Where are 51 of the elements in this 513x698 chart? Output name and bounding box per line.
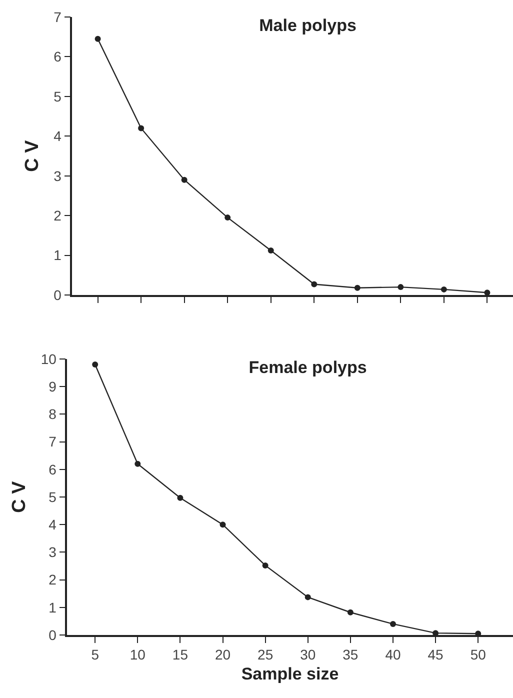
- chart-title: Female polyps: [248, 358, 367, 377]
- y-tick-label: 6: [48, 461, 57, 478]
- y-tick-label: 10: [40, 350, 57, 367]
- x-tick-label: 50: [470, 646, 486, 663]
- y-tick-label: 1: [48, 599, 57, 616]
- x-tick-label: 40: [385, 646, 401, 663]
- point: [138, 125, 144, 132]
- x-tick-label: 10: [130, 646, 146, 663]
- point: [354, 284, 360, 291]
- y-axis-title: C V: [9, 480, 30, 513]
- y-tick-label: 3: [54, 168, 62, 184]
- y-tick-label: 7: [48, 434, 57, 450]
- y-tick-label: 0: [48, 626, 57, 643]
- y-tick-label: 6: [54, 48, 62, 65]
- point: [311, 281, 318, 288]
- point: [224, 214, 231, 221]
- point: [398, 284, 404, 290]
- point: [268, 248, 274, 254]
- y-tick-label: 5: [48, 488, 57, 505]
- x-tick-label: 45: [428, 646, 444, 663]
- y-tick-label: 4: [48, 516, 57, 532]
- point: [347, 609, 354, 616]
- x-tick-label: 15: [172, 646, 188, 663]
- y-tick-label: 8: [48, 406, 57, 422]
- x-axis-title: Sample size: [241, 664, 339, 684]
- y-tick-label: 1: [54, 247, 62, 264]
- point: [304, 594, 311, 600]
- point: [134, 460, 141, 467]
- point: [177, 494, 184, 501]
- y-tick-label: 9: [48, 378, 57, 394]
- point: [220, 522, 226, 528]
- x-tick-label: 20: [214, 646, 231, 663]
- x-tick-label: 35: [342, 646, 358, 663]
- point: [181, 176, 188, 183]
- point: [92, 362, 98, 368]
- y-tick-label: 3: [48, 544, 57, 560]
- y-tick-label: 2: [48, 572, 57, 588]
- y-tick-label: 5: [54, 88, 62, 104]
- y-tick-label: 7: [54, 8, 62, 25]
- point: [440, 286, 447, 292]
- x-tick-label: 25: [258, 646, 274, 663]
- point: [262, 562, 268, 568]
- y-tick-label: 4: [54, 128, 62, 144]
- chart-title: Male polyps: [259, 16, 356, 35]
- y-tick-label: 2: [54, 207, 62, 224]
- x-tick-label: 5: [91, 646, 100, 663]
- x-tick-label: 30: [300, 646, 316, 663]
- point: [94, 36, 101, 42]
- y-tick-label: 0: [54, 286, 62, 303]
- y-axis-title: C V: [22, 140, 44, 172]
- point: [390, 620, 396, 627]
